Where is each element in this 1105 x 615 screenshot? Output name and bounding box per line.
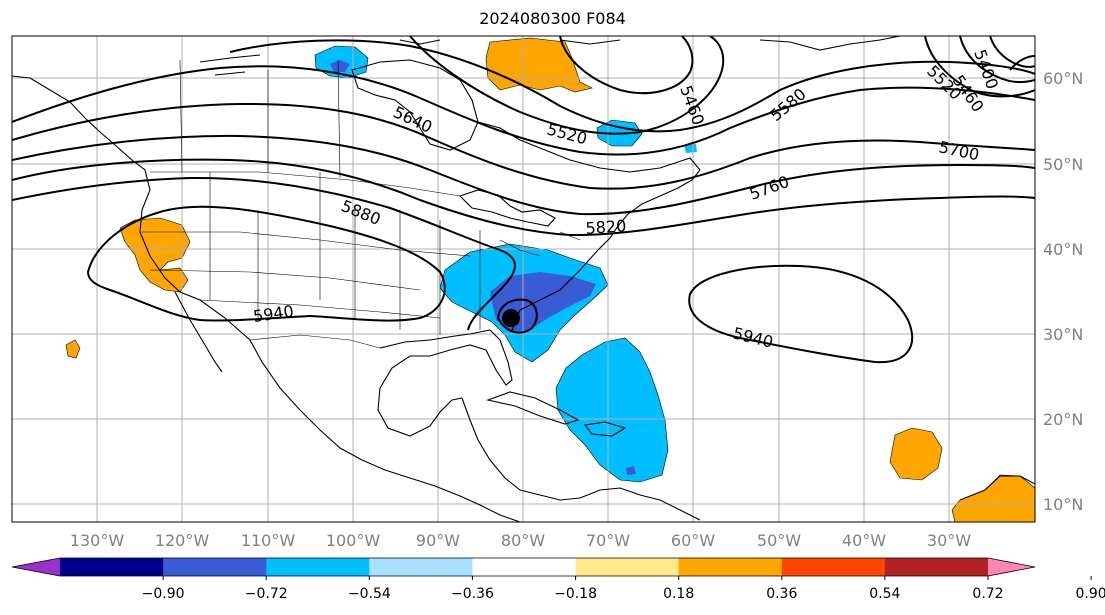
positive-anomaly-baja bbox=[65, 339, 81, 359]
positive-anomaly-calif bbox=[119, 217, 191, 293]
lon-label: 130°W bbox=[70, 531, 125, 550]
latitude-labels: 60°N 50°N 40°N 30°N 20°N 10°N bbox=[1043, 69, 1083, 514]
coast-central-america bbox=[461, 397, 581, 501]
colorbar-extend-high bbox=[988, 558, 1035, 576]
colorbar-segment bbox=[781, 558, 886, 576]
colorbar-segment bbox=[60, 558, 164, 576]
colorbar-outline bbox=[11, 557, 1036, 577]
colorbar-tick-label: 0.54 bbox=[869, 586, 900, 602]
lat-label: 20°N bbox=[1043, 410, 1083, 429]
contour-east-inner bbox=[1009, 55, 1035, 71]
contour-5580 bbox=[229, 39, 1035, 133]
colorbar-tick-label: −0.72 bbox=[245, 586, 288, 602]
lat-label: 30°N bbox=[1043, 325, 1083, 344]
colorbar-segment bbox=[163, 558, 267, 576]
contour-5520-east bbox=[924, 36, 1035, 98]
colorbar-tick-label: 0.72 bbox=[972, 586, 1003, 602]
colorbar-tick-label: −0.54 bbox=[348, 586, 391, 602]
map-title: 2024080300 F084 bbox=[479, 9, 626, 28]
contour-5460-east bbox=[959, 36, 1035, 83]
contour-tc-circle bbox=[496, 298, 538, 334]
negative-anomaly-caribbean-core bbox=[626, 466, 636, 475]
colorbar-tick-label: −0.18 bbox=[554, 586, 597, 602]
coast-baja bbox=[174, 291, 223, 373]
colorbar-segment bbox=[369, 558, 473, 576]
negative-anomaly-canada-west-core bbox=[330, 60, 350, 72]
colorbar-tick-label: −0.36 bbox=[451, 586, 494, 602]
coast-africa bbox=[959, 475, 1035, 501]
lon-label: 100°W bbox=[326, 531, 381, 550]
colorbar-tick-label: 0.18 bbox=[663, 586, 694, 602]
coast-hispaniola bbox=[583, 421, 627, 437]
lat-label: 40°N bbox=[1043, 240, 1083, 259]
contour-5940-west bbox=[86, 205, 446, 322]
contour-5820 bbox=[12, 158, 1035, 237]
lon-label: 40°W bbox=[842, 531, 886, 550]
coast-us-east bbox=[511, 169, 701, 331]
colorbar-segment bbox=[678, 558, 783, 576]
colorbar-tick-label: −0.90 bbox=[142, 586, 185, 602]
lon-label: 80°W bbox=[501, 531, 545, 550]
positive-anomaly-atlantic-east bbox=[889, 427, 943, 481]
coast-greenland bbox=[759, 36, 901, 51]
colorbar: −0.90 −0.72 −0.54 −0.36 −0.18 0.18 0.36 0.54 0.7… bbox=[11, 557, 1105, 602]
tropical-cyclone-center bbox=[502, 309, 520, 327]
contour-5400-east bbox=[989, 36, 1035, 68]
lon-label: 70°W bbox=[586, 531, 630, 550]
contour-label: 5820 bbox=[585, 216, 627, 238]
coast-south-america bbox=[579, 487, 701, 521]
coast-arctic-islands bbox=[199, 39, 621, 76]
map-frame bbox=[11, 35, 1036, 523]
colorbar-tick-label: 0.90 bbox=[1076, 586, 1105, 602]
negative-anomaly-caribbean bbox=[555, 337, 669, 483]
coast-gulf-of-mexico bbox=[377, 329, 513, 437]
lon-label: 90°W bbox=[416, 531, 460, 550]
coast-hudson-bay bbox=[351, 59, 479, 151]
contour-5520-low bbox=[409, 36, 725, 135]
lat-label: 50°N bbox=[1043, 155, 1083, 174]
colorbar-segment bbox=[884, 558, 989, 576]
coast-cuba bbox=[486, 391, 580, 425]
lon-label: 30°W bbox=[927, 531, 971, 550]
contour-5880 bbox=[12, 176, 516, 331]
colorbar-segment bbox=[575, 558, 680, 576]
colorbar-segment bbox=[266, 558, 370, 576]
contour-5940-atlantic bbox=[688, 264, 914, 364]
political-borders bbox=[142, 59, 581, 349]
contour-5700 bbox=[12, 102, 1035, 190]
contour-5460-low bbox=[559, 36, 694, 95]
longitude-labels: 130°W 120°W 110°W 100°W 90°W 80°W 70°W 6… bbox=[70, 531, 971, 550]
lat-label: 60°N bbox=[1043, 69, 1083, 88]
contour-5640 bbox=[12, 65, 1035, 156]
lat-label: 10°N bbox=[1043, 495, 1083, 514]
contour-5760 bbox=[12, 134, 1035, 216]
graticule bbox=[12, 36, 1035, 522]
colorbar-segment bbox=[472, 558, 577, 576]
height-contours bbox=[12, 36, 1035, 364]
lon-label: 110°W bbox=[241, 531, 296, 550]
negative-anomaly-labrador-small bbox=[684, 144, 697, 153]
lon-label: 120°W bbox=[155, 531, 210, 550]
lon-label: 60°W bbox=[671, 531, 715, 550]
contour-labels: 5460 5400 5460 5520 5580 5640 5520 5700 … bbox=[252, 47, 1002, 352]
lon-label: 50°W bbox=[757, 531, 801, 550]
colorbar-extend-low bbox=[12, 558, 60, 576]
colorbar-tick-label: 0.36 bbox=[766, 586, 797, 602]
